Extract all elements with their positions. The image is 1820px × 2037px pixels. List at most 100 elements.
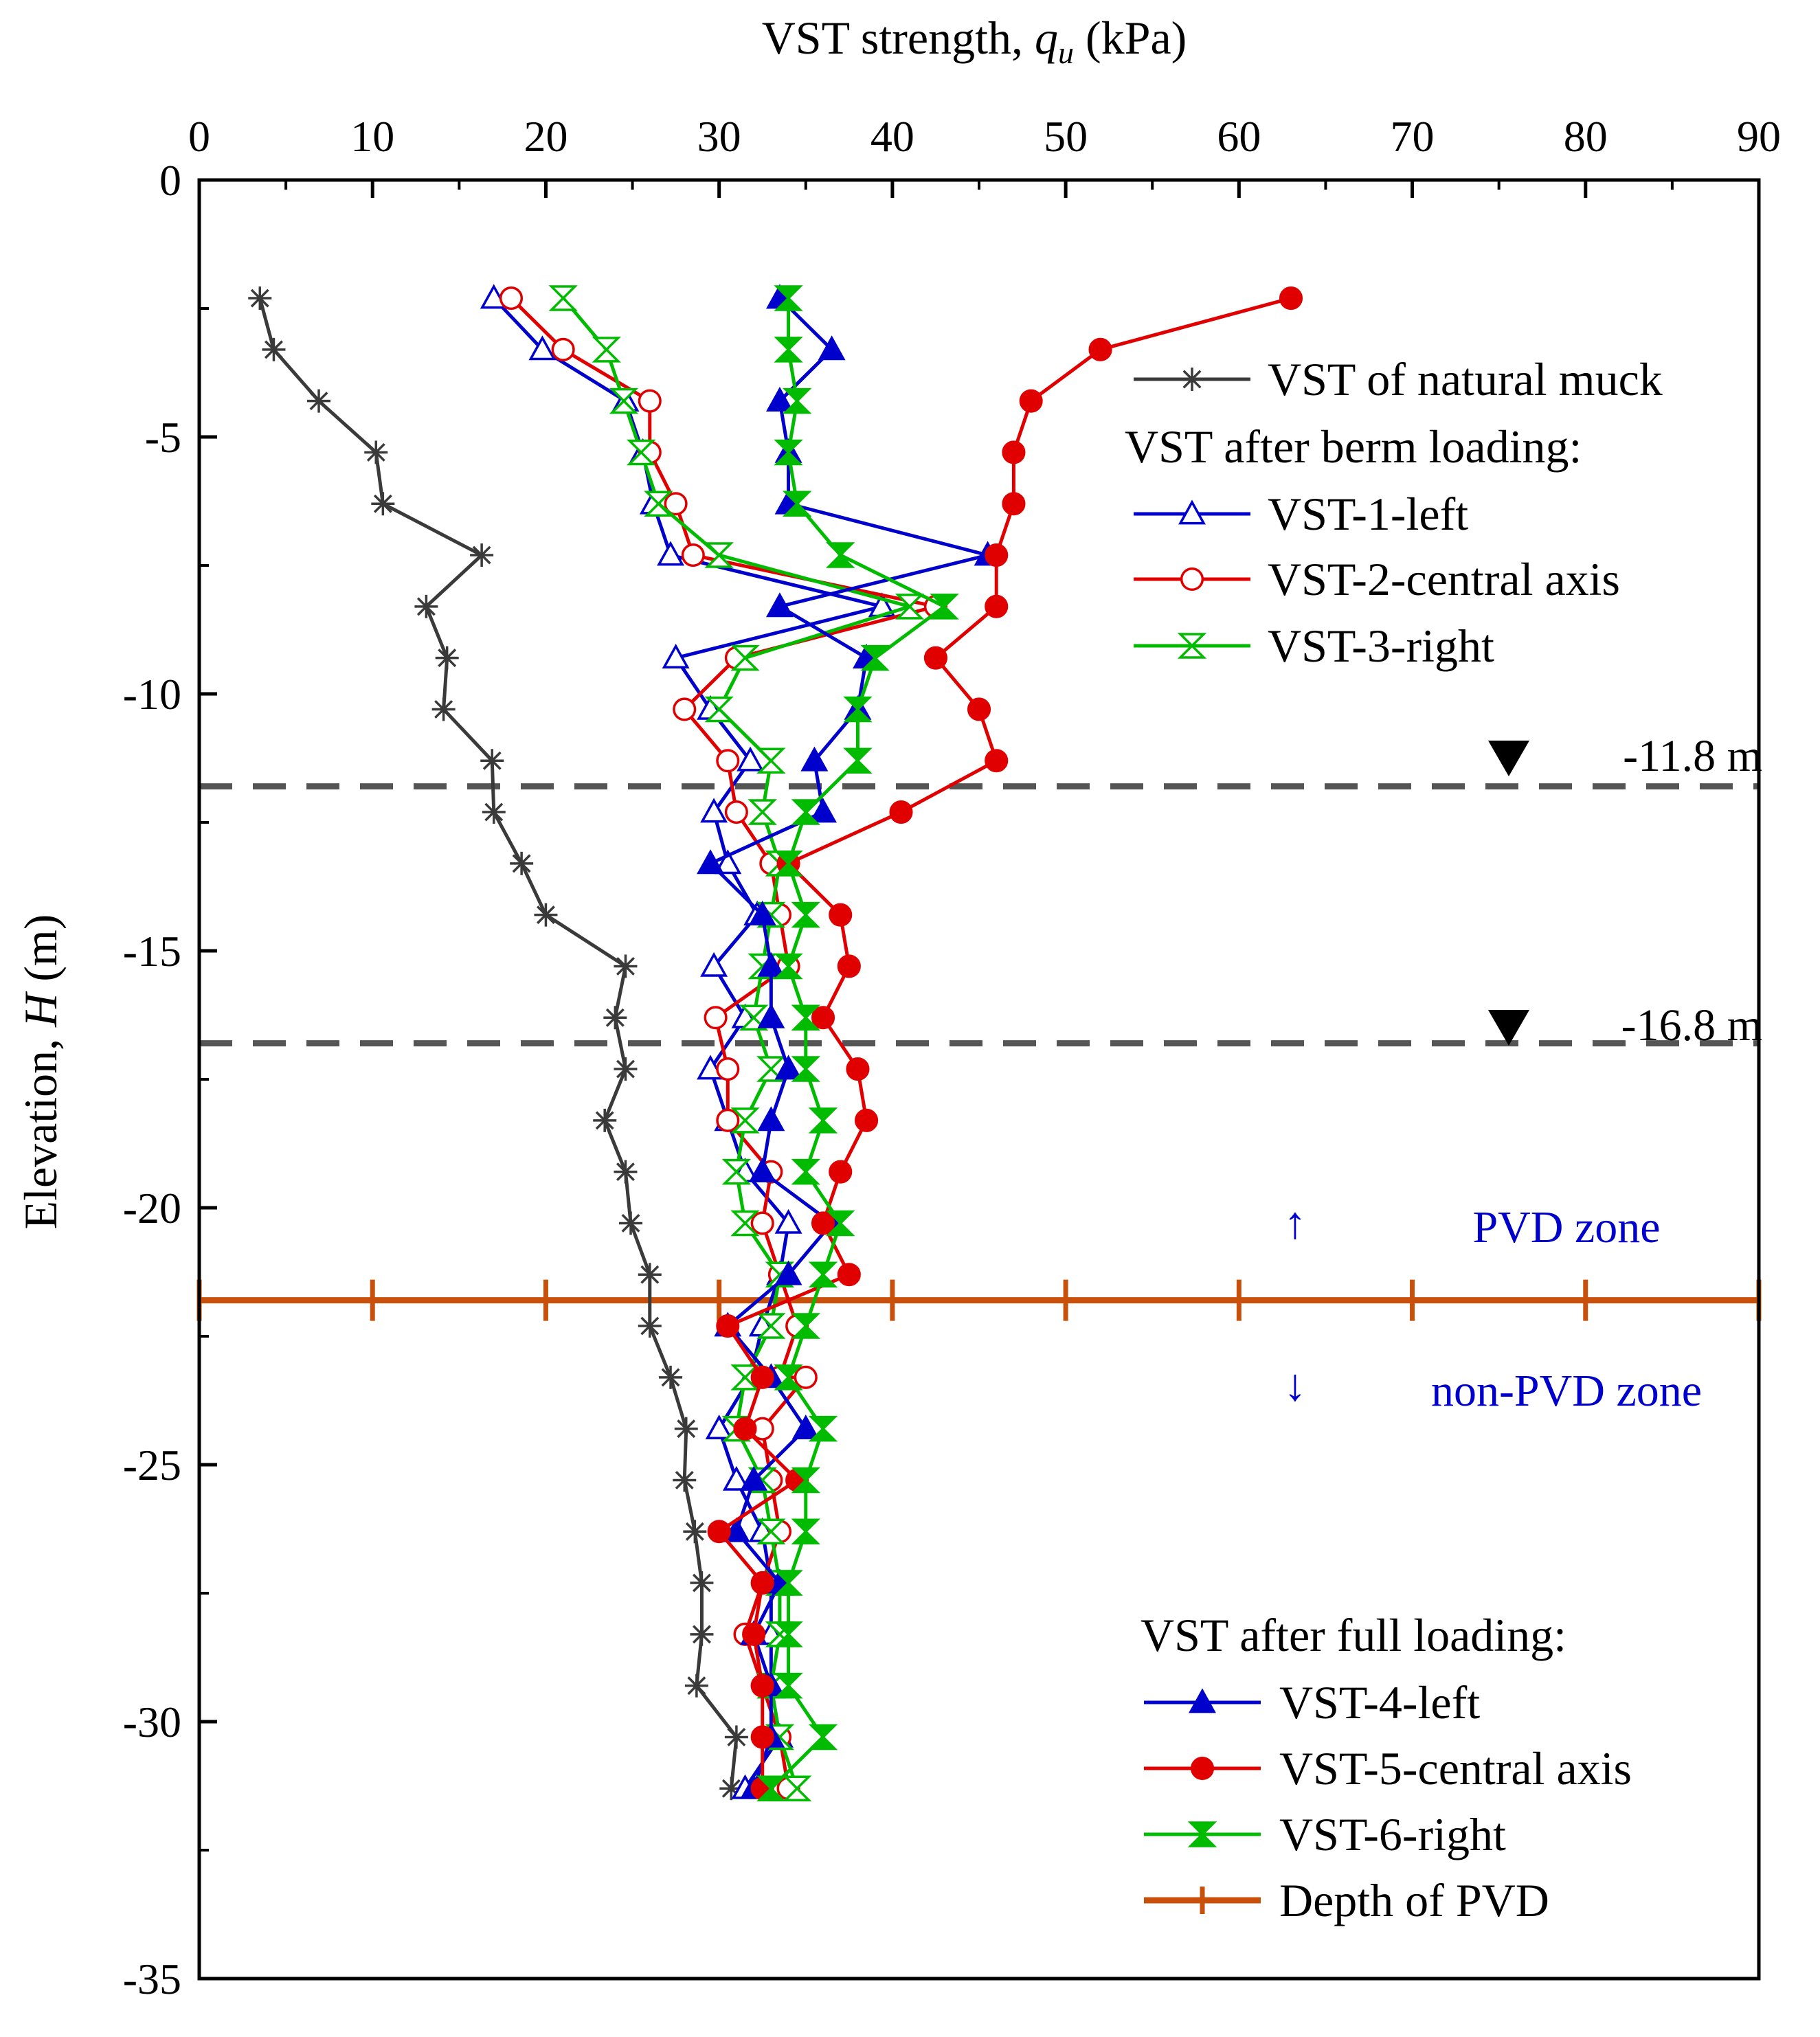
data-point — [499, 286, 524, 311]
y-tick-label: -5 — [145, 413, 181, 462]
asterisk-marker-icon — [1180, 368, 1204, 391]
non-pvd-zone-label: non-PVD zone — [1431, 1366, 1702, 1416]
data-point — [774, 1364, 803, 1391]
data-point — [248, 286, 272, 311]
zone-labels: ↑ PVD zone ↓ non-PVD zone — [1284, 1198, 1703, 1416]
data-point — [644, 491, 673, 517]
data-point — [757, 1106, 785, 1132]
data-point — [371, 492, 395, 516]
data-point — [923, 646, 947, 670]
data-point — [510, 851, 534, 875]
data-point — [1187, 1821, 1217, 1847]
data-point — [791, 1004, 821, 1031]
circle-marker-icon — [1180, 567, 1204, 592]
data-point — [837, 1263, 861, 1287]
water-level-marker-icon — [1488, 1010, 1529, 1046]
data-point — [592, 337, 621, 363]
data-point — [829, 1160, 853, 1184]
data-point — [1189, 1688, 1216, 1713]
data-point — [829, 903, 853, 927]
data-point — [791, 1518, 821, 1544]
data-point — [733, 1417, 757, 1441]
pvd-zone-label: PVD zone — [1472, 1202, 1660, 1252]
data-point — [730, 644, 760, 671]
non-pvd-zone-arrow: ↓ — [1284, 1360, 1307, 1410]
data-point — [659, 1365, 683, 1389]
legend-entry-natural-muck: VST of natural muck — [1134, 353, 1663, 405]
x-tick-label: 20 — [524, 112, 568, 161]
data-point — [700, 798, 728, 823]
data-point — [748, 799, 777, 825]
data-point — [811, 1211, 835, 1235]
x-tick-label: 90 — [1737, 112, 1781, 161]
water-level-marker-icon — [1488, 741, 1529, 776]
legend-label-vst-4: VST-4-left — [1279, 1676, 1480, 1729]
data-point — [1178, 499, 1206, 525]
data-point — [593, 1108, 617, 1132]
legend-group-berm-title: VST after berm loading: — [1125, 420, 1582, 473]
data-point — [765, 387, 794, 412]
data-point — [704, 542, 734, 568]
data-point — [774, 1208, 802, 1234]
data-point — [1190, 1756, 1215, 1781]
data-point — [609, 387, 639, 414]
data-point — [774, 851, 803, 877]
legend-entry-vst-6: VST-6-right — [1144, 1808, 1506, 1860]
data-point — [714, 849, 742, 875]
data-point — [707, 1520, 731, 1544]
reference-label-1: -11.8 m — [1623, 731, 1762, 781]
series-layer — [248, 284, 1303, 1801]
data-point — [757, 1003, 785, 1028]
legend-lower: VST after full loading: VST-4-left VST-5… — [1141, 1609, 1632, 1926]
data-point — [800, 746, 829, 772]
data-point — [748, 901, 776, 925]
data-point — [548, 285, 578, 311]
data-point — [673, 1468, 697, 1492]
data-point — [1177, 633, 1207, 659]
data-point — [716, 1314, 740, 1338]
data-point — [705, 1415, 733, 1439]
data-point — [808, 1261, 838, 1287]
data-point — [614, 1160, 638, 1184]
data-point — [724, 1725, 748, 1749]
data-point — [626, 439, 656, 466]
data-point — [1019, 389, 1043, 413]
x-tick-label: 60 — [1217, 112, 1261, 161]
data-point — [756, 901, 786, 928]
data-point — [774, 285, 803, 311]
data-point — [719, 1777, 743, 1801]
data-point — [737, 746, 765, 772]
data-point — [791, 799, 821, 825]
data-point — [774, 1621, 803, 1647]
data-point — [791, 1467, 821, 1494]
series-1 — [248, 286, 748, 1801]
data-point — [774, 1570, 803, 1596]
data-point — [528, 335, 557, 361]
data-point — [750, 1571, 774, 1595]
data-point — [756, 1056, 786, 1082]
y-tick-label: -15 — [123, 927, 181, 976]
data-point — [774, 1055, 802, 1080]
data-point — [730, 1107, 760, 1134]
data-point — [662, 644, 690, 668]
data-point — [774, 953, 803, 980]
x-tick-label: 70 — [1391, 112, 1435, 161]
x-tick-label: 0 — [188, 112, 210, 161]
data-point — [818, 335, 846, 361]
data-point — [534, 903, 558, 927]
data-point — [756, 1518, 786, 1544]
series-3 — [499, 286, 947, 1801]
data-point — [683, 1520, 707, 1544]
data-point — [638, 1314, 662, 1338]
data-point — [480, 749, 504, 773]
data-point — [774, 439, 803, 466]
data-point — [985, 749, 1009, 773]
data-point — [774, 1672, 803, 1699]
data-point — [716, 1057, 740, 1081]
legend-upper: VST of natural muck VST after berm loadi… — [1125, 353, 1663, 672]
legend-entry-vst-4: VST-4-left — [1144, 1676, 1480, 1729]
data-point — [716, 749, 740, 773]
data-point — [825, 542, 855, 568]
y-axis-title: Elevation, H (m) — [14, 914, 67, 1230]
x-tick-label: 50 — [1044, 112, 1088, 161]
